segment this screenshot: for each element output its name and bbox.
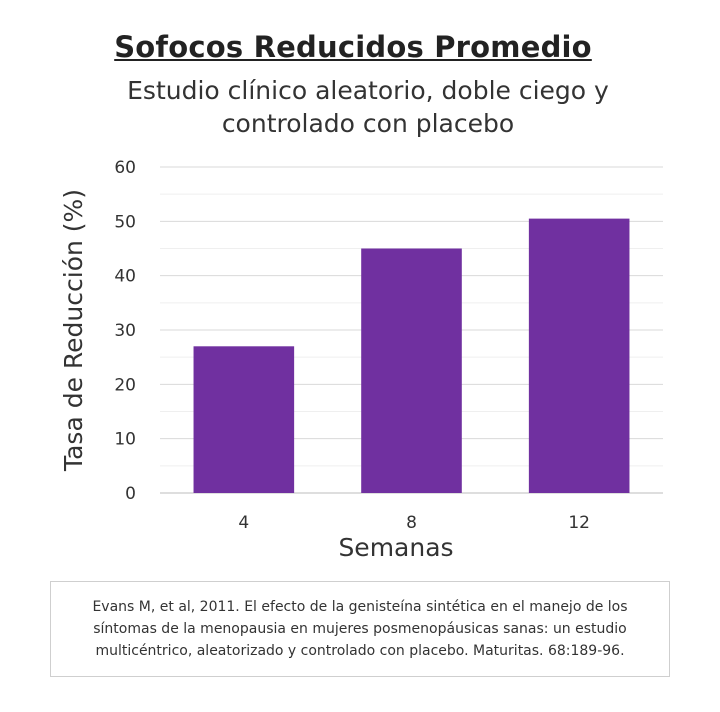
chart-subtitle: Estudio clínico aleatorio, doble ciego y…	[127, 76, 609, 138]
y-tick-label: 40	[114, 267, 136, 287]
bars	[193, 218, 630, 493]
bar-week-4	[193, 346, 295, 493]
x-axis-label: Semanas	[338, 533, 453, 562]
y-tick-label: 50	[114, 212, 136, 232]
y-axis-label: Tasa de Reducción (%)	[59, 189, 88, 472]
x-tick-labels: 4 8 12	[238, 513, 590, 533]
bar-chart: 0 10 20 30 40 50 60 4 8 12 Tasa de Reducción (%)…	[59, 158, 663, 562]
y-tick-label: 60	[114, 158, 136, 178]
y-tick-label: 0	[125, 484, 136, 504]
x-tick-label: 4	[238, 513, 249, 533]
citation-box: Evans M, et al, 2011. El efecto de la ge…	[50, 581, 670, 677]
bar-week-12	[528, 218, 630, 493]
x-tick-label: 12	[568, 513, 590, 533]
chart-title: Sofocos Reducidos Promedio	[114, 30, 592, 64]
y-tick-labels: 0 10 20 30 40 50 60	[114, 158, 136, 504]
x-tick-label: 8	[406, 513, 417, 533]
y-tick-label: 30	[114, 321, 136, 341]
y-tick-label: 10	[114, 430, 136, 450]
y-tick-label: 20	[114, 375, 136, 395]
bar-week-8	[361, 248, 462, 493]
